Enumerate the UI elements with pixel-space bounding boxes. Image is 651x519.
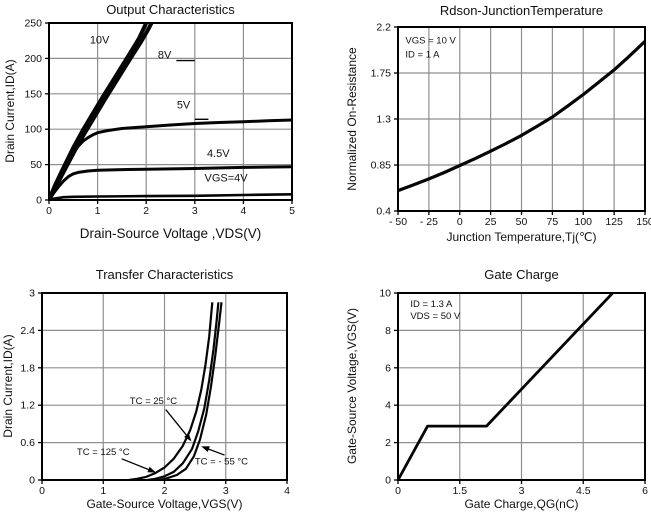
plot-border: [48, 22, 293, 201]
x-tick-label: 0: [46, 205, 52, 217]
annotation-arrowhead: [184, 433, 192, 442]
y-tick-label: 2.4: [20, 325, 35, 337]
x-tick-label: 0: [39, 485, 45, 497]
y-tick-label: 2: [385, 437, 391, 449]
x-tick-label: 50: [516, 216, 528, 228]
x-tick-label: 0: [395, 485, 401, 497]
x-tick-label: 1: [100, 485, 106, 497]
x-tick-label: 1: [95, 205, 101, 217]
series-normalized-rdson-vs-tj: [398, 40, 645, 193]
x-tick-label: 2: [143, 205, 149, 217]
x-tick-label: 150: [636, 216, 651, 228]
x-tick-label: 3: [223, 485, 229, 497]
chart-title: Rdson-JunctionTemperature: [439, 3, 604, 18]
series-TC=125C: [128, 302, 214, 480]
x-axis-label: Junction Temperature,Tj(℃): [446, 230, 597, 244]
curve-label: 5V: [177, 100, 191, 112]
annotation-arrowhead: [201, 446, 210, 452]
x-tick-label: 0: [457, 216, 463, 228]
y-tick-label: 1.3: [376, 114, 391, 126]
y-tick-label: 250: [24, 18, 42, 30]
x-tick-label: - 50: [389, 216, 407, 228]
x-tick-label: 75: [547, 216, 559, 228]
plot-border: [41, 292, 288, 481]
series-vgs-vs-qg: [398, 293, 615, 480]
curve-label: TC = 25 °C: [130, 396, 177, 407]
y-tick-label: 6: [385, 362, 391, 374]
series-VGS=4V: [49, 193, 292, 200]
y-tick-label: 50: [30, 159, 42, 171]
y-tick-label: 0.6: [20, 437, 35, 449]
x-tick-label: 125: [605, 216, 623, 228]
chart-gate-charge: Gate Charge Gate-Source Voltage,VGS(V) 0…: [330, 260, 651, 519]
y-tick-label: 0: [29, 475, 35, 487]
curve-label: 8V: [158, 49, 172, 61]
x-tick-label: 6: [642, 485, 648, 497]
x-tick-label: 100: [574, 216, 592, 228]
x-axis-label: Drain-Source Voltage ,VDS(V): [79, 226, 262, 241]
curve-label: TC = 125 °C: [77, 447, 130, 458]
x-tick-label: 3: [519, 485, 525, 497]
x-tick-label: 4: [284, 485, 290, 497]
y-tick-label: 0: [385, 475, 391, 487]
x-tick-label: 3: [192, 205, 198, 217]
y-tick-label: 150: [24, 88, 42, 100]
chart-transfer-characteristics: Transfer Characteristics Drain Current,I…: [0, 260, 330, 519]
annotation-arrow-line: [165, 409, 189, 438]
y-tick-label: 1.2: [20, 400, 35, 412]
curve-label: ID = 1.3 A: [410, 299, 453, 310]
y-tick-label: 10: [379, 288, 391, 300]
chart-title: Output Characteristics: [106, 2, 235, 17]
annotation-arrowhead: [147, 466, 156, 473]
x-tick-label: 25: [485, 216, 497, 228]
y-tick-label: 8: [385, 325, 391, 337]
x-tick-label: - 25: [420, 216, 438, 228]
curve-label: VGS=4V: [205, 173, 249, 185]
series-VGS=5V: [49, 118, 292, 200]
curve-label: VDS = 50 V: [410, 311, 461, 322]
x-tick-label: 1.5: [452, 485, 467, 497]
series-TC=25C: [147, 302, 220, 480]
x-tick-label: 4: [240, 205, 246, 217]
chart-output-characteristics: Output Characteristics Drain Current,ID(…: [0, 0, 330, 250]
x-axis-label: Gate Charge,QG(nC): [464, 497, 579, 511]
curve-label: 10V: [90, 35, 110, 47]
y-tick-label: 1.75: [371, 68, 392, 80]
annotation-arrow-line: [205, 447, 225, 456]
y-tick-label: 0.85: [371, 160, 392, 172]
y-tick-label: 200: [24, 53, 42, 65]
y-tick-label: 0: [36, 195, 42, 207]
curve-label: TC = - 55 °C: [195, 456, 248, 467]
series-TC=-55C: [159, 302, 223, 480]
x-tick-label: 5: [289, 205, 295, 217]
plot-border: [397, 26, 646, 212]
x-tick-label: 2: [162, 485, 168, 497]
plot-area-rdson: - 50 - 25 0 25 50 75 100 125 150 0.4 0.85 1.3 1.75 2.…: [371, 22, 651, 229]
y-tick-label: 0.4: [376, 206, 391, 218]
y-tick-label: 100: [24, 124, 42, 136]
y-tick-label: 4: [385, 400, 391, 412]
annotation-arrow-line: [121, 458, 152, 472]
curve-label: VGS = 10 V: [405, 35, 456, 46]
curve-label: 4.5V: [207, 148, 230, 160]
x-tick-label: 4.5: [576, 485, 591, 497]
chart-title: Gate Charge: [484, 267, 559, 282]
chart-rdson-junction-temperature: Rdson-JunctionTemperature Normalized On-…: [330, 0, 651, 250]
series-VGS=4.5V: [49, 165, 292, 200]
y-tick-label: 2.2: [376, 22, 391, 34]
plot-border: [397, 292, 646, 481]
curve-label: ID = 1 A: [405, 50, 440, 61]
plot-area-transfer-characteristics: 0 1 2 3 4 0 0.6 1.2 1.8 2.4 3 TC = 25 °C TC = 125 °C…: [20, 288, 290, 498]
y-tick-label: 3: [29, 288, 35, 300]
x-axis-label: Gate-Source Voltage,VGS(V): [86, 497, 243, 511]
y-tick-label: 1.8: [20, 362, 35, 374]
chart-title: Transfer Characteristics: [95, 267, 234, 282]
